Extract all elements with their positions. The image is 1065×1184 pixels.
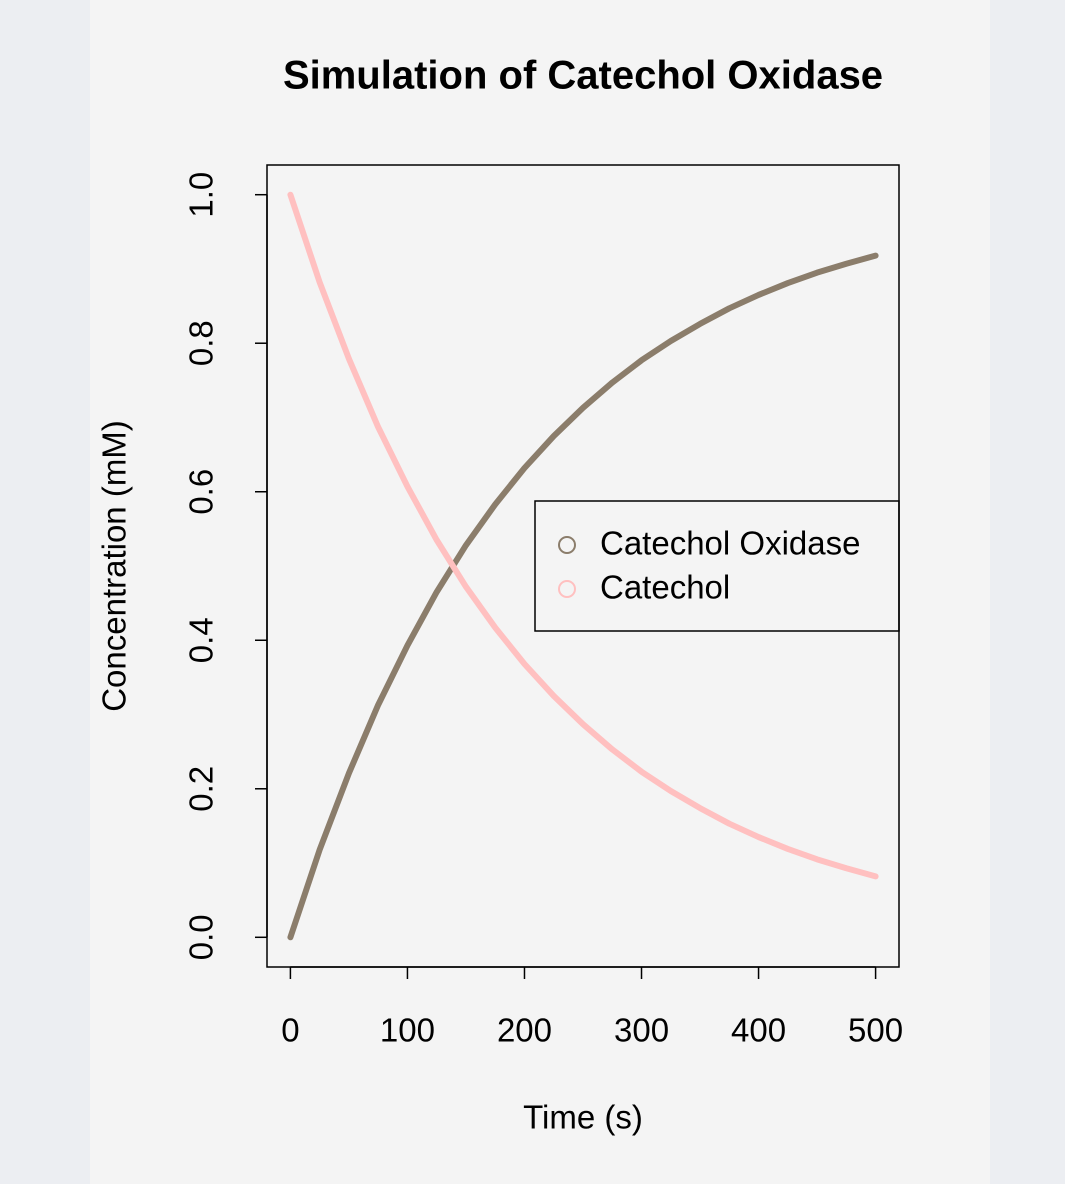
legend-marker (558, 536, 576, 554)
y-tick-label: 0.6 (183, 469, 220, 515)
y-tick-label: 1.0 (183, 172, 220, 218)
x-tick-label: 300 (614, 1012, 669, 1049)
legend: Catechol Oxidase Catechol (534, 500, 900, 632)
plot-background (90, 0, 990, 1184)
y-tick-label: 0.0 (183, 914, 220, 960)
x-tick-label: 200 (497, 1012, 552, 1049)
legend-box (534, 500, 900, 632)
y-tick-label: 0.2 (183, 766, 220, 812)
x-tick-label: 500 (848, 1012, 903, 1049)
x-tick-label: 0 (281, 1012, 299, 1049)
data-line (287, 252, 879, 941)
x-tick-label: 400 (731, 1012, 786, 1049)
x-axis-title: Time (s) (523, 1099, 643, 1136)
y-axis-title: Concentration (mM) (96, 420, 133, 712)
y-tick-label: 0.8 (183, 320, 220, 366)
chart-title: Simulation of Catechol Oxidase (283, 54, 883, 98)
x-tick-label: 100 (380, 1012, 435, 1049)
legend-marker (558, 580, 576, 598)
legend-label: Catechol (600, 569, 730, 606)
data-line (287, 191, 879, 880)
legend-label: Catechol Oxidase (600, 525, 860, 562)
y-tick-label: 0.4 (183, 617, 220, 663)
